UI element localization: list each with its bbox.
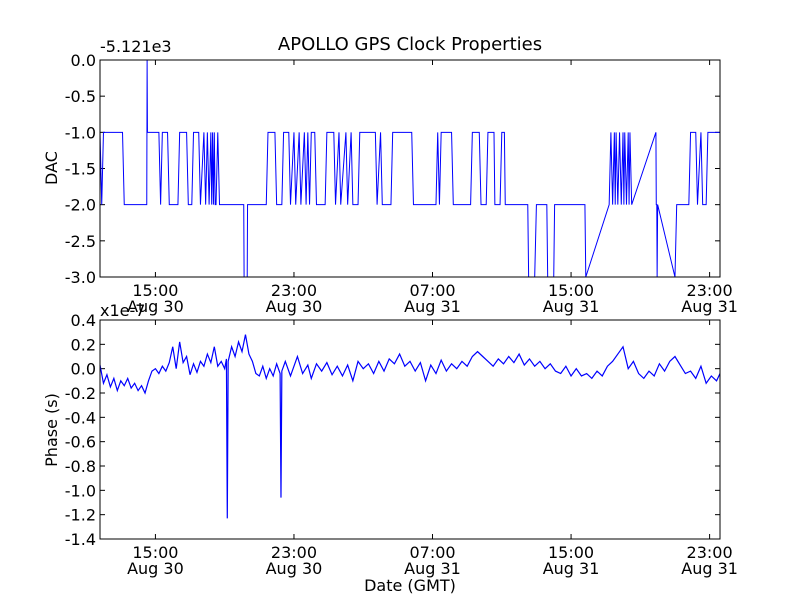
y-tick-label: -0.8: [65, 457, 96, 476]
x-tick-date-label: Aug 31: [543, 297, 600, 316]
x-tick-date-label: Aug 31: [404, 297, 461, 316]
y-tick-label: -1.0: [65, 123, 96, 142]
series-line: [99, 59, 720, 278]
chart-title: APOLLO GPS Clock Properties: [278, 34, 542, 55]
x-tick-time-label: 07:00: [409, 281, 455, 300]
dac-offset-label: -5.121e3: [100, 37, 172, 56]
x-tick-date-label: Aug 31: [404, 559, 461, 578]
y-tick-label: -0.6: [65, 433, 96, 452]
y-tick-label: 0.0: [71, 51, 96, 70]
x-tick-date-label: Aug 31: [681, 297, 738, 316]
x-tick-date-label: Aug 30: [266, 559, 323, 578]
y-tick-label: -0.4: [65, 408, 96, 427]
x-tick-date-label: Aug 30: [127, 297, 184, 316]
y-tick-label: -1.5: [65, 160, 96, 179]
x-tick-time-label: 15:00: [132, 543, 178, 562]
dac-plot-frame: [99, 59, 721, 278]
y-tick-label: -2.0: [65, 196, 96, 215]
y-tick-label: -1.0: [65, 481, 96, 500]
x-tick-date-label: Aug 30: [266, 297, 323, 316]
x-tick-date-label: Aug 31: [543, 559, 600, 578]
y-tick-label: -3.0: [65, 268, 96, 287]
x-tick-time-label: 23:00: [687, 281, 733, 300]
y-tick-label: -1.2: [65, 506, 96, 525]
x-tick-time-label: 15:00: [132, 281, 178, 300]
x-tick-date-label: Aug 30: [127, 559, 184, 578]
y-tick-label: -0.2: [65, 384, 96, 403]
phase-y-axis-label: Phase (s): [42, 393, 61, 467]
x-tick-time-label: 07:00: [409, 543, 455, 562]
dac-y-axis-label: DAC: [42, 151, 61, 185]
phase-offset-label: x1e-7: [100, 301, 145, 320]
dac-series: [99, 59, 720, 278]
phase-panel: x1e-7 Phase (s) 0.4 0.2 0.0 -0.2 -0.4 -0.6 -0.…: [42, 301, 738, 595]
y-tick-label: 0.2: [71, 335, 96, 354]
x-tick-time-label: 23:00: [271, 281, 317, 300]
x-tick-time-label: 23:00: [687, 543, 733, 562]
series-line: [99, 334, 721, 519]
x-axis-label: Date (GMT): [364, 576, 456, 595]
x-tick-time-label: 15:00: [548, 281, 594, 300]
y-tick-label: 0.4: [71, 311, 96, 330]
x-tick-time-label: 23:00: [271, 543, 317, 562]
x-tick-time-label: 15:00: [548, 543, 594, 562]
y-tick-label: 0.0: [71, 360, 96, 379]
y-tick-label: -0.5: [65, 87, 96, 106]
y-tick-label: -1.4: [65, 530, 96, 549]
phase-plot-frame: [99, 319, 721, 540]
phase-axis-ticks: 0.4 0.2 0.0 -0.2 -0.4 -0.6 -0.8 -1.0 -1.2 -1.4 15:…: [65, 311, 738, 578]
y-tick-label: -2.5: [65, 232, 96, 251]
dac-panel: -5.121e3 DAC 0.0 -0.5 -1.0 -1.5 -2.0 -2.5 -3.0…: [42, 37, 738, 316]
x-tick-date-label: Aug 31: [681, 559, 738, 578]
phase-series: [99, 334, 721, 519]
